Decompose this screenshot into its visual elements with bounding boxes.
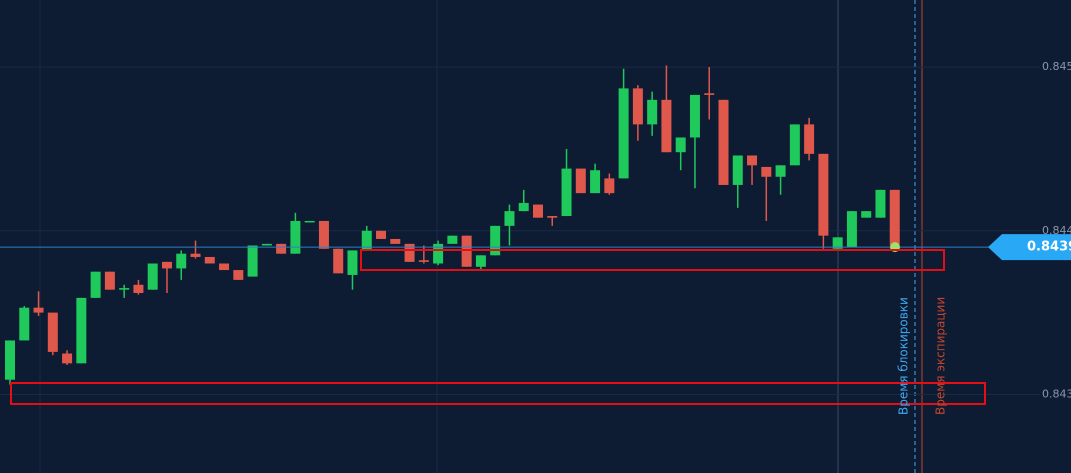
candle-body	[789, 124, 800, 166]
candle-body	[62, 353, 73, 364]
y-tick-label: 0.844	[1042, 224, 1071, 237]
highlight-box	[10, 382, 986, 405]
candle-body	[761, 166, 772, 177]
candle-body	[632, 88, 643, 125]
candle-body	[675, 137, 686, 153]
candle-body	[775, 165, 786, 177]
candle-body	[76, 297, 87, 364]
candle-body	[290, 220, 301, 254]
candle-body	[618, 88, 629, 179]
candle-body	[604, 178, 615, 194]
candle-body	[704, 93, 715, 95]
candle-body	[518, 202, 529, 212]
candle-body	[333, 248, 344, 274]
lock-time-label: Время блокировки	[897, 297, 911, 415]
candle-body	[875, 189, 886, 218]
candle-body	[90, 271, 101, 298]
candle-body	[418, 260, 429, 262]
plot: 0.843 0.844 0.845 0.8439	[0, 60, 1071, 400]
candle-body	[161, 261, 172, 269]
candle-body	[190, 253, 201, 257]
candle-body	[475, 255, 486, 267]
candle-body	[532, 204, 543, 218]
candle-body	[261, 243, 272, 246]
candle-body	[889, 189, 900, 246]
candle-body	[5, 340, 15, 380]
candle-body	[19, 307, 30, 341]
candle-body	[47, 312, 58, 352]
candle-body	[718, 99, 729, 185]
candle-body	[304, 220, 315, 223]
candle-body	[747, 155, 758, 166]
candle-body	[376, 230, 387, 239]
candle-body	[404, 243, 415, 262]
y-tick-label: 0.845	[1042, 60, 1071, 73]
candle-body	[647, 99, 658, 125]
candle-body	[147, 263, 158, 290]
candle-body	[490, 225, 501, 256]
candle-body	[133, 284, 144, 293]
candle-body	[846, 211, 857, 248]
candle-body	[861, 211, 872, 218]
highlight-box	[360, 249, 945, 271]
candle-body	[119, 288, 130, 290]
candle-body	[233, 270, 244, 280]
candle-body	[33, 307, 44, 313]
candle-body	[176, 253, 187, 269]
candle-body	[575, 168, 586, 194]
price-tag	[988, 234, 1071, 261]
candle-body	[661, 99, 672, 153]
candle-body	[561, 168, 572, 217]
candle-body	[832, 237, 843, 249]
candle-body	[347, 250, 358, 275]
candle-body	[590, 170, 601, 194]
candle-body	[204, 256, 215, 264]
candle-body	[461, 235, 472, 267]
candle-body	[547, 216, 558, 218]
candle-body	[219, 263, 230, 271]
y-tick-label: 0.843	[1042, 387, 1071, 400]
price-tag-label: 0.8439	[1027, 240, 1071, 255]
candle-body	[361, 230, 372, 251]
candle-body	[504, 211, 515, 226]
candle-body	[818, 153, 829, 236]
candle-body	[390, 238, 401, 244]
candle-body	[689, 94, 700, 138]
candle-body	[447, 235, 458, 244]
candle-body	[247, 245, 258, 277]
candle-body	[104, 271, 115, 290]
candle-body	[732, 155, 743, 185]
candle-body	[433, 243, 444, 264]
expiry-time-label: Время экспирации	[934, 297, 948, 415]
candle-body	[804, 124, 815, 154]
candle-body	[276, 243, 287, 254]
candle-body	[318, 220, 329, 249]
